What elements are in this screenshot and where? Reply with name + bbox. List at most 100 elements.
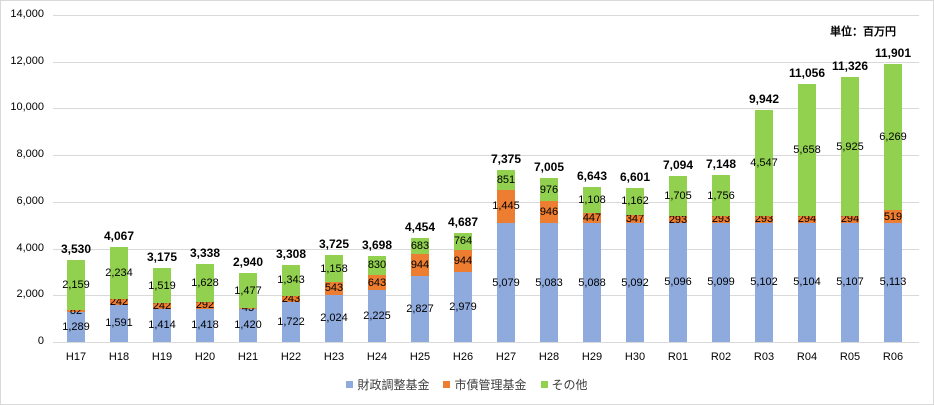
bar-segment [153, 303, 171, 309]
total-label: 9,942 [748, 91, 780, 106]
segment-data-label: 1,628 [191, 277, 219, 290]
bar-segment [626, 214, 644, 224]
bar-segment [497, 169, 515, 190]
bar-segment [67, 309, 85, 312]
bar-segment [239, 308, 257, 342]
total-label: 6,643 [576, 168, 608, 183]
x-tick-label: H18 [108, 351, 130, 363]
x-tick-label: H20 [194, 351, 216, 363]
segment-data-label: 2,979 [449, 301, 477, 314]
bar-segment [626, 223, 644, 342]
segment-data-label: 830 [367, 259, 387, 272]
segment-data-label: 2,234 [105, 267, 133, 280]
bar-segment [798, 83, 816, 216]
total-label: 2,940 [232, 255, 264, 270]
segment-data-label: 1,108 [578, 193, 606, 206]
x-tick-label: H17 [65, 351, 87, 363]
segment-data-label: 293 [754, 213, 774, 226]
segment-data-label: 4,547 [750, 156, 778, 169]
bar-segment [239, 273, 257, 308]
segment-data-label: 683 [410, 239, 430, 252]
y-tick-label: 6,000 [16, 194, 44, 207]
bar-segment [841, 215, 859, 223]
total-label: 3,725 [318, 236, 350, 251]
bar-segment [712, 175, 730, 217]
total-label: 3,338 [189, 246, 221, 261]
bar-segment [411, 237, 429, 254]
bar-segment [239, 307, 257, 309]
segment-data-label: 1,162 [621, 195, 649, 208]
x-tick-label: R06 [882, 351, 904, 363]
total-label: 3,308 [275, 246, 307, 261]
bar-segment [282, 301, 300, 342]
segment-data-label: 1,756 [707, 189, 735, 202]
segment-data-label: 447 [582, 211, 602, 224]
segment-data-label: 1,445 [492, 200, 520, 213]
bar-segment [540, 223, 558, 342]
total-label: 6,601 [619, 169, 651, 184]
segment-data-label: 643 [367, 276, 387, 289]
segment-data-label: 5,083 [535, 276, 563, 289]
segment-data-label: 5,658 [793, 143, 821, 156]
bar-segment [67, 311, 85, 342]
legend-label: その他 [551, 378, 588, 392]
gridline [53, 295, 919, 297]
bar-segment [454, 232, 472, 251]
segment-data-label: 2,225 [363, 310, 391, 322]
bar-segment [368, 275, 386, 291]
segment-data-label: 1,591 [105, 317, 133, 330]
legend-swatch-blue [346, 381, 354, 388]
x-tick-label: H19 [151, 351, 173, 363]
segment-data-label: 293 [711, 213, 731, 226]
segment-data-label: 5,107 [836, 276, 864, 289]
bar-segment [454, 250, 472, 273]
bar-segment [540, 178, 558, 202]
bar-segment [669, 222, 687, 342]
segment-data-label: 519 [883, 210, 903, 223]
bar-segment [798, 222, 816, 342]
total-label: 11,326 [831, 59, 869, 74]
legend-swatch-orange [443, 381, 451, 388]
bar-segment [712, 222, 730, 342]
segment-data-label: 1,289 [62, 320, 90, 333]
bar-segment [583, 212, 601, 224]
segment-data-label: 5,102 [750, 276, 778, 289]
total-label: 7,375 [490, 151, 522, 166]
x-tick-label: R02 [710, 351, 732, 363]
segment-data-label: 5,104 [793, 276, 821, 289]
bar-segment [411, 253, 429, 276]
segment-data-label: 764 [453, 235, 473, 248]
bar-segment [712, 216, 730, 223]
y-tick-label: 8,000 [16, 148, 44, 161]
total-label: 3,175 [146, 249, 178, 264]
segment-data-label: 5,088 [578, 276, 606, 289]
bar-segment [497, 223, 515, 342]
segment-data-label: 6,269 [879, 131, 907, 144]
segment-data-label: 5,099 [707, 276, 735, 289]
legend-item-shisai: 市債管理基金 [443, 376, 527, 393]
y-tick-label: 12,000 [10, 54, 44, 67]
bar-segment [196, 264, 214, 303]
bar-segment [755, 222, 773, 342]
segment-data-label: 292 [195, 299, 215, 312]
bar-segment [368, 290, 386, 342]
gridline [53, 61, 919, 63]
bar-segment [669, 176, 687, 217]
segment-data-label: 1,722 [277, 315, 305, 328]
bar-segment [669, 216, 687, 223]
bar-segment [841, 77, 859, 216]
bar-segment [884, 64, 902, 211]
x-tick-label: H21 [237, 351, 259, 363]
y-tick-label: 0 [37, 335, 44, 347]
segment-data-label: 1,519 [148, 279, 176, 292]
segment-data-label: 2,159 [62, 278, 90, 291]
x-tick-label: H26 [452, 351, 474, 363]
bar-segment [325, 254, 343, 283]
segment-data-label: 946 [539, 206, 559, 219]
bar-segment [626, 187, 644, 215]
total-label: 7,148 [705, 157, 737, 172]
bar-segment [497, 189, 515, 224]
gridline [53, 201, 919, 203]
bar-segment [196, 302, 214, 309]
gridline [53, 108, 919, 110]
